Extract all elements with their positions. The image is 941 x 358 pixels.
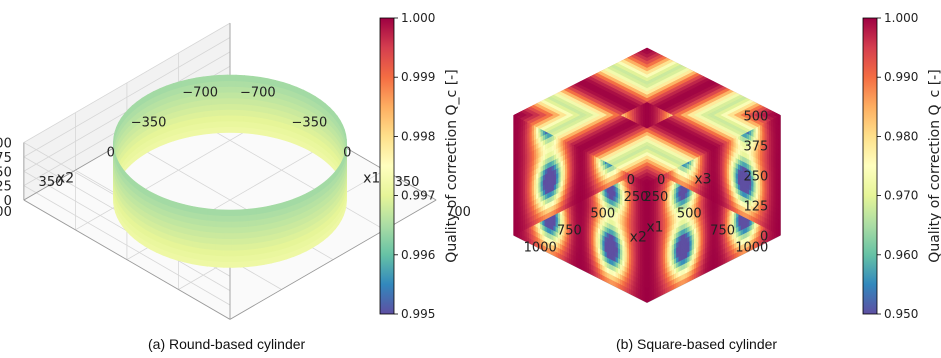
colorbar-b: 0.950 0.960 0.970 0.980 0.990 1.000 Quality of… [862, 11, 941, 321]
top-face-b [513, 47, 781, 183]
colorbar-tick-label-b-5: 1.000 [884, 11, 918, 25]
x2-tick-a-4: 700 [0, 205, 12, 220]
x1-tick-b-2: 500 [590, 207, 615, 222]
x1-tick-b-3: 750 [557, 223, 582, 238]
x1-tick-a-4: 700 [446, 205, 470, 220]
x3-tick-a-3: 375 [0, 151, 12, 166]
tick-labels-b: 0250500750100002505007501000012525037550… [524, 109, 769, 255]
chart-a: −700−3500350700−700−35003507000125250375… [0, 11, 470, 321]
cylinder-surface-a [113, 74, 347, 268]
colorbar-tick-label-b-1: 0.960 [884, 248, 918, 262]
colorbar-tick-label-a-3: 0.998 [401, 129, 435, 143]
colorbar-tick-label-b-4: 0.990 [884, 70, 918, 84]
colorbar-a: 0.995 0.996 0.997 0.998 0.999 1.000 Quality of… [379, 11, 460, 321]
colorbar-tick-label-b-0: 0.950 [884, 307, 918, 321]
colorbar-label-b: Quality of correction Q_c [-] [927, 69, 941, 262]
colorbar-label-a: Quality of correction Q_c [-] [444, 69, 460, 262]
x1-tick-a-0: −700 [240, 86, 276, 101]
x2-tick-a-0: −700 [182, 86, 218, 101]
x2-tick-a-1: −350 [131, 115, 167, 130]
x3-tick-b-4: 500 [744, 109, 769, 124]
colorbar-tick-label-a-4: 0.999 [401, 70, 435, 84]
x2-axis-label-a: x2 [57, 170, 74, 186]
x2-tick-b-3: 750 [710, 223, 735, 238]
x3-tick-b-2: 250 [744, 169, 769, 184]
x2-tick-b-1: 250 [644, 190, 669, 205]
x3-axis-label-b: x3 [694, 171, 711, 187]
colorbar-gradient-b [862, 17, 878, 315]
x1-tick-a-3: 350 [395, 175, 420, 190]
tick-labels-a: −700−3500350700−700−35003507000125250375… [0, 86, 470, 220]
x1-tick-b-1: 250 [624, 190, 649, 205]
x3-tick-b-0: 0 [760, 229, 768, 244]
x3-tick-a-4: 500 [0, 137, 12, 152]
x2-tick-a-2: 0 [107, 145, 115, 160]
x3-tick-a-0: 0 [4, 194, 12, 209]
colorbar-tick-label-a-5: 1.000 [401, 11, 435, 25]
x3-tick-a-1: 125 [0, 180, 12, 195]
colorbar-tick-label-a-0: 0.995 [401, 307, 435, 321]
colorbar-tick-label-b-3: 0.980 [884, 129, 918, 143]
x2-tick-b-4: 1000 [735, 240, 768, 255]
caption-a: (a) Round-based cylinder [148, 336, 306, 352]
x3-tick-b-3: 375 [744, 139, 769, 154]
x2-tick-b-2: 500 [677, 207, 702, 222]
square-surface-b [513, 47, 781, 303]
colorbar-gradient-a [379, 17, 395, 315]
x1-axis-label-a: x1 [363, 170, 380, 186]
x2-tick-a-3: 350 [39, 175, 64, 190]
chart-b: 0250500750100002505007501000012525037550… [513, 11, 941, 321]
x1-tick-a-1: −350 [292, 115, 328, 130]
x1-tick-b-0: 0 [657, 173, 665, 188]
colorbar-tick-label-a-2: 0.997 [401, 189, 435, 203]
colorbar-tick-label-b-2: 0.970 [884, 189, 918, 203]
x3-tick-a-2: 250 [0, 165, 12, 180]
x1-tick-b-4: 1000 [524, 240, 557, 255]
x1-tick-a-2: 0 [343, 145, 351, 160]
x3-tick-b-1: 125 [744, 199, 769, 214]
x2-tick-b-0: 0 [627, 173, 635, 188]
caption-b: (b) Square-based cylinder [616, 336, 778, 352]
x2-axis-label-b: x2 [630, 230, 647, 246]
colorbar-tick-label-a-1: 0.996 [401, 248, 435, 262]
x1-axis-label-b: x1 [646, 220, 663, 236]
